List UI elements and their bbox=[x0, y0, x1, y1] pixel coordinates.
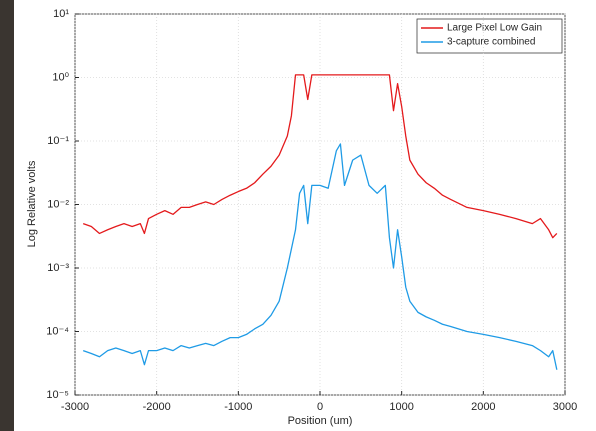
x-tick-label: 0 bbox=[317, 401, 323, 413]
data-line bbox=[82, 143, 558, 370]
x-tick-label: -3000 bbox=[61, 401, 89, 413]
y-tick-label: 10⁻¹ bbox=[47, 135, 69, 147]
y-axis-label: Log Relative volts bbox=[26, 160, 38, 247]
background-photo-strip bbox=[0, 0, 14, 431]
legend-label: Large Pixel Low Gain bbox=[447, 23, 542, 34]
legend: Large Pixel Low Gain 3-capture combined bbox=[416, 18, 563, 54]
x-tick-label: -1000 bbox=[224, 401, 252, 413]
x-tick-label: -2000 bbox=[143, 401, 171, 413]
y-tick-label: 10⁻⁵ bbox=[46, 389, 69, 401]
y-tick-label: 10⁻⁴ bbox=[46, 325, 69, 337]
x-tick-label: 2000 bbox=[471, 401, 495, 413]
x-axis-label: Position (um) bbox=[288, 415, 353, 427]
x-tick-label: 3000 bbox=[553, 401, 577, 413]
data-line bbox=[82, 74, 558, 239]
y-tick-label: 10⁻² bbox=[47, 198, 69, 210]
y-tick-label: 10¹ bbox=[53, 8, 69, 20]
x-tick-label: 1000 bbox=[389, 401, 413, 413]
y-tick-label: 10⁰ bbox=[52, 71, 69, 83]
legend-label: 3-capture combined bbox=[447, 37, 535, 48]
legend-box bbox=[416, 18, 563, 54]
y-tick-label: 10⁻³ bbox=[47, 262, 69, 274]
